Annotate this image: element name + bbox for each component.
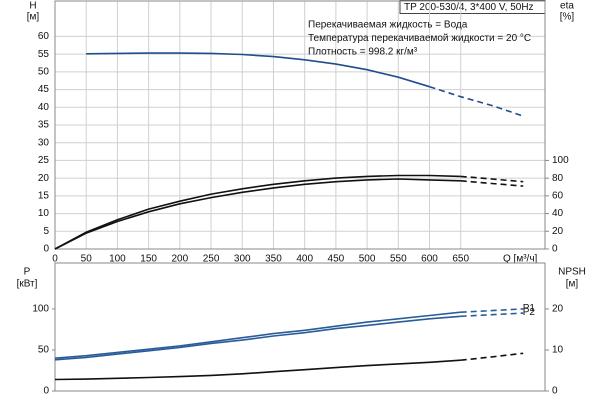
y2-unit: [м] <box>566 279 579 290</box>
x-tick-label: 450 <box>328 254 345 265</box>
y-label: P <box>24 267 31 278</box>
curve <box>54 359 461 381</box>
curve <box>460 180 524 187</box>
y-unit: [м] <box>27 12 40 23</box>
y-tick-label: 10 <box>38 208 50 219</box>
x-tick-label: 200 <box>171 254 188 265</box>
x-tick-label: 50 <box>81 254 93 265</box>
y2-tick-label: 10 <box>552 345 564 356</box>
curve <box>54 315 461 361</box>
x-tick-label: 150 <box>140 254 157 265</box>
y-tick-label: 50 <box>38 66 50 77</box>
y-tick-label: 20 <box>38 173 50 184</box>
x-tick-label: 600 <box>421 254 438 265</box>
x-tick-label: 100 <box>109 254 126 265</box>
y-tick-label: 0 <box>43 244 49 255</box>
plot-frame <box>54 262 546 392</box>
y2-unit: [%] <box>560 12 575 23</box>
curve <box>460 175 524 183</box>
y2-tick-label: 100 <box>552 155 569 166</box>
y-tick-label: 35 <box>38 120 50 131</box>
y-tick-label: 5 <box>43 226 49 237</box>
curve <box>460 352 524 361</box>
y-tick-label: 0 <box>43 386 49 397</box>
y2-label: NPSH <box>558 267 586 278</box>
chart-title: TP 200-530/4, 3*400 V, 50Hz <box>404 2 534 13</box>
x-tick-label: 550 <box>390 254 407 265</box>
annotation: Перекачиваемая жидкость = Вода <box>308 20 468 31</box>
y-tick-label: 60 <box>38 31 50 42</box>
curve-label: P1 <box>523 303 536 314</box>
x-tick-label: 500 <box>359 254 376 265</box>
y-unit: [кВт] <box>17 279 38 290</box>
curve <box>86 52 430 88</box>
y2-tick-label: 20 <box>552 304 564 315</box>
plot-frame <box>54 0 546 250</box>
curve <box>460 312 524 318</box>
y2-tick-label: 60 <box>552 190 564 201</box>
curve <box>429 85 524 117</box>
y-tick-label: 50 <box>38 345 50 356</box>
y-tick-label: 25 <box>38 155 50 166</box>
curve <box>54 311 461 359</box>
x-tick-label: 400 <box>296 254 313 265</box>
y-tick-label: 100 <box>32 304 49 315</box>
y2-tick-label: 40 <box>552 208 564 219</box>
curve <box>460 308 524 313</box>
annotation: Температура перекачиваемой жидкости = 20… <box>308 33 531 44</box>
x-tick-label: 650 <box>452 254 469 265</box>
y-tick-label: 15 <box>38 190 50 201</box>
x-tick-label: 0 <box>52 254 58 265</box>
y-tick-label: 45 <box>38 84 50 95</box>
x-tick-label: 300 <box>234 254 251 265</box>
x-tick-label: 350 <box>265 254 282 265</box>
curve-label: P2 <box>523 307 536 318</box>
curve <box>54 178 461 250</box>
y2-tick-label: 0 <box>552 386 558 397</box>
y-label: H <box>29 1 36 12</box>
y-tick-label: 40 <box>38 102 50 113</box>
y-tick-label: 30 <box>38 137 50 148</box>
curve <box>54 174 461 250</box>
y-tick-label: 55 <box>38 49 50 60</box>
x-tick-label: 250 <box>203 254 220 265</box>
y2-tick-label: 0 <box>552 244 558 255</box>
y2-tick-label: 80 <box>552 173 564 184</box>
y2-label: eta <box>560 1 574 12</box>
annotation: Плотность = 998.2 кг/м³ <box>308 47 418 58</box>
x-label: Q [м³/ч] <box>503 254 538 265</box>
y2-tick-label: 20 <box>552 226 564 237</box>
